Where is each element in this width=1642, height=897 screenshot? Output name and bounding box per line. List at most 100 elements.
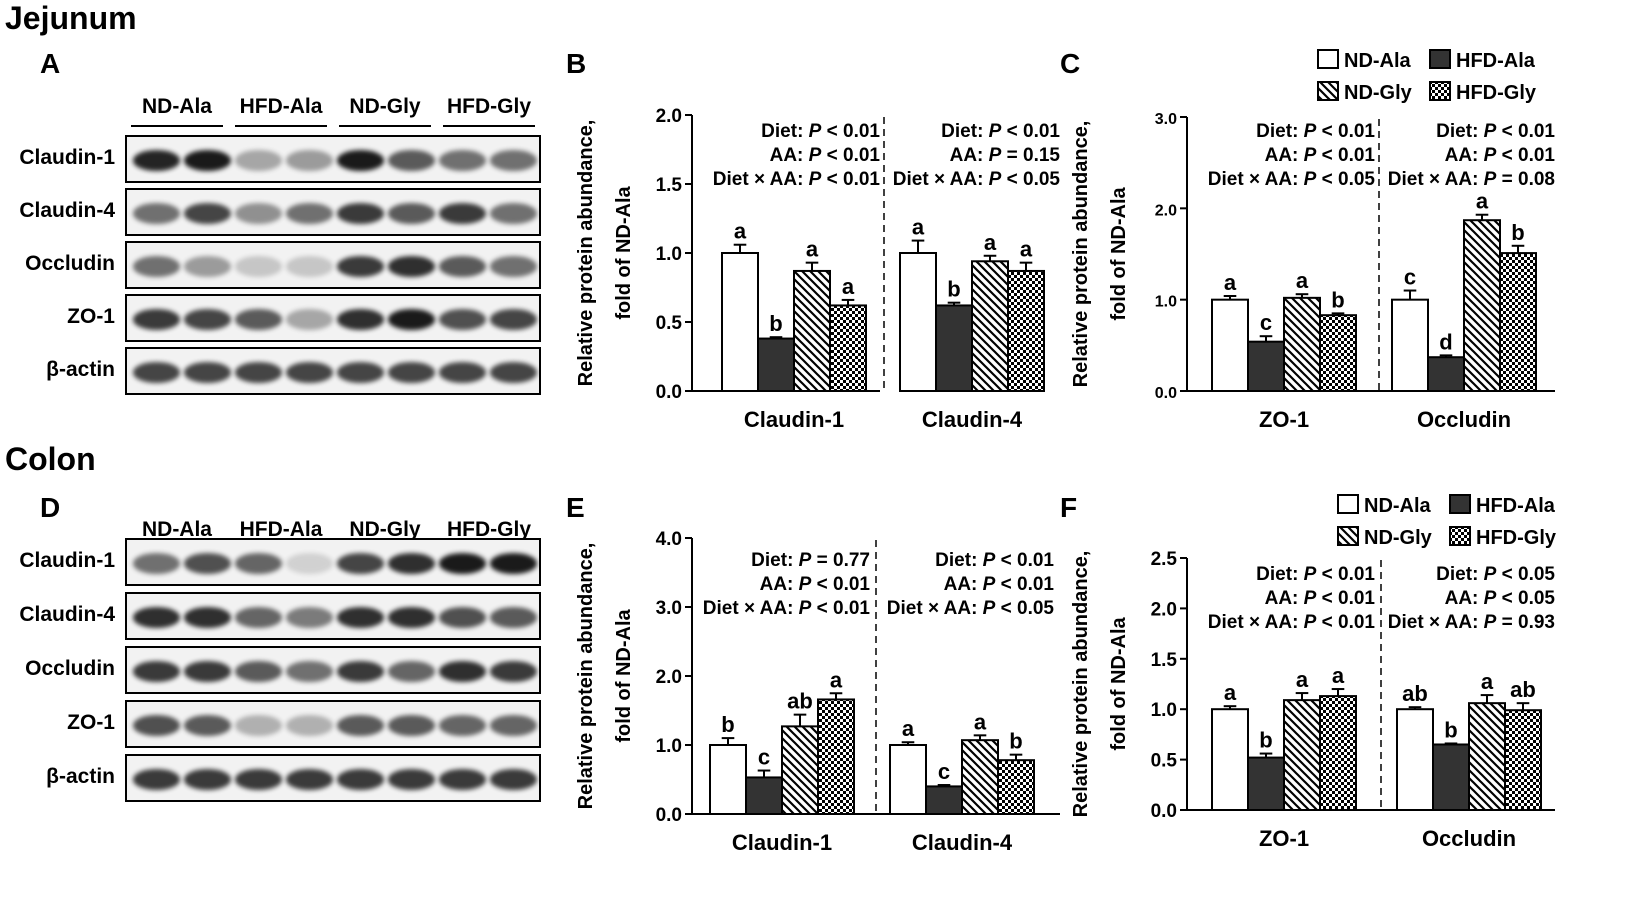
protein-band: [133, 309, 180, 330]
protein-band: [388, 150, 435, 171]
protein-band: [286, 309, 333, 330]
y-tick-label: 1.0: [1151, 700, 1177, 721]
bar-claudin-4-nd-gly: [961, 739, 999, 815]
protein-band: [184, 715, 231, 736]
stats-line: Diet × AA: P < 0.01: [713, 169, 881, 190]
section-title-colon: Colon: [5, 441, 96, 477]
stats-line: AA: P < 0.01: [1445, 145, 1556, 166]
protein-band: [286, 715, 333, 736]
lane-label-hfd-ala: HFD-Ala: [239, 518, 323, 541]
protein-band: [388, 607, 435, 628]
stats-line: Diet × AA: P < 0.05: [1208, 169, 1376, 190]
blot-strip-claudin-4: [125, 188, 541, 236]
panel-letter-b: B: [566, 48, 587, 79]
blot-strip-claudin-4: [125, 592, 541, 640]
legend-swatch-nd-ala: [1317, 49, 1339, 69]
bar-occludin-hfd-gly: [1504, 709, 1542, 811]
panel-letter-c: C: [1060, 48, 1081, 79]
bar-zo-1-nd-ala: [1211, 298, 1249, 393]
protein-band: [235, 769, 282, 790]
protein-band: [286, 256, 333, 277]
y-tick-label: 1.0: [656, 736, 682, 757]
protein-band: [337, 661, 384, 682]
significance-letter: a: [912, 215, 925, 240]
western-blot-colon: ND-Ala HFD-Ala ND-Gly HFD-Gly Claudin-1 Claud…: [0, 518, 560, 818]
significance-letter: a: [1296, 667, 1309, 692]
protein-band: [286, 661, 333, 682]
bar-claudin-4-nd-ala: [899, 252, 937, 392]
protein-band: [388, 203, 435, 224]
legend-swatch-nd-gly: [1317, 81, 1339, 101]
significance-letter: a: [1296, 268, 1309, 293]
protein-band: [235, 362, 282, 383]
y-axis-label-line2: fold of ND-Ala: [1108, 186, 1130, 320]
protein-band: [184, 256, 231, 277]
row-label-zo-1: ZO-1: [67, 711, 115, 734]
y-axis-label-line2: fold of ND-Ala: [613, 185, 635, 319]
protein-band: [286, 362, 333, 383]
x-category-label-claudin-4: Claudin-4: [922, 407, 1023, 432]
stats-line: Diet × AA: P = 0.08: [1388, 169, 1555, 190]
bar-claudin-1-nd-ala: [721, 252, 759, 392]
lane-label-hfd-ala: HFD-Ala: [239, 95, 323, 118]
protein-band: [286, 607, 333, 628]
lane-underline: [339, 125, 431, 127]
bar-claudin-1-hfd-ala: [745, 776, 783, 815]
y-tick-label: 2.5: [1151, 549, 1178, 570]
bar-chart-b: Relative protein abundance, fold of ND-Al…: [575, 106, 1061, 432]
y-tick-label: 1.0: [656, 244, 682, 265]
protein-band: [133, 661, 180, 682]
protein-band: [490, 661, 537, 682]
stats-line: Diet: P < 0.01: [935, 550, 1054, 571]
x-category-label-claudin-1: Claudin-1: [732, 830, 832, 855]
row-label-claudin-1: Claudin-1: [19, 146, 115, 169]
stats-line: Diet × AA: P < 0.05: [887, 598, 1055, 619]
stats-line: AA: P < 0.01: [760, 574, 871, 595]
stats-line: Diet × AA: P < 0.05: [893, 169, 1061, 190]
significance-letter: a: [734, 219, 747, 244]
significance-letter: a: [1224, 270, 1237, 295]
protein-band: [337, 150, 384, 171]
significance-letter: a: [1476, 189, 1489, 214]
bar-claudin-1-hfd-ala: [757, 337, 795, 392]
y-tick-label: 0.5: [656, 313, 683, 334]
blot-strip-claudin-1: [125, 135, 541, 183]
bar-claudin-4-hfd-gly: [997, 759, 1035, 815]
protein-band: [388, 553, 435, 574]
protein-band: [337, 256, 384, 277]
stats-line: Diet: P < 0.01: [941, 121, 1060, 142]
blot-strip-claudin-1: [125, 538, 541, 586]
bar-claudin-4-hfd-ala: [925, 785, 963, 815]
legend-jejunum: ND-Ala HFD-Ala ND-Gly HFD-Gly: [1317, 49, 1537, 104]
legend-label-hfd-gly: HFD-Gly: [1456, 82, 1537, 104]
protein-band: [235, 553, 282, 574]
bar-claudin-4-nd-gly: [971, 260, 1009, 392]
protein-band: [388, 256, 435, 277]
protein-band: [439, 553, 486, 574]
bar-claudin-1-nd-gly: [781, 725, 819, 815]
lane-label-nd-gly: ND-Gly: [349, 518, 421, 541]
significance-letter: a: [902, 716, 915, 741]
protein-band: [286, 553, 333, 574]
significance-letter: a: [1224, 680, 1237, 705]
significance-letter: c: [1404, 265, 1416, 290]
legend-label-hfd-ala: HFD-Ala: [1476, 495, 1556, 517]
protein-band: [490, 203, 537, 224]
y-tick-label: 2.0: [1155, 202, 1177, 219]
bar-chart-c: Relative protein abundance, fold of ND-Al…: [1070, 111, 1556, 432]
protein-band: [286, 203, 333, 224]
blot-strip-zo-1: [125, 294, 541, 342]
legend-swatch-hfd-gly: [1449, 526, 1471, 546]
row-label-zo-1: ZO-1: [67, 305, 115, 328]
protein-band: [439, 362, 486, 383]
legend-label-nd-ala: ND-Ala: [1344, 50, 1412, 72]
significance-letter: c: [938, 759, 950, 784]
y-tick-label: 2.0: [656, 106, 682, 127]
significance-letter: a: [830, 667, 843, 692]
stats-line: Diet: P = 0.77: [751, 550, 870, 571]
legend-label-hfd-gly: HFD-Gly: [1476, 527, 1557, 549]
x-category-label-occludin: Occludin: [1422, 826, 1516, 851]
panel-letter-d: D: [40, 492, 61, 523]
protein-band: [337, 607, 384, 628]
protein-band: [337, 715, 384, 736]
